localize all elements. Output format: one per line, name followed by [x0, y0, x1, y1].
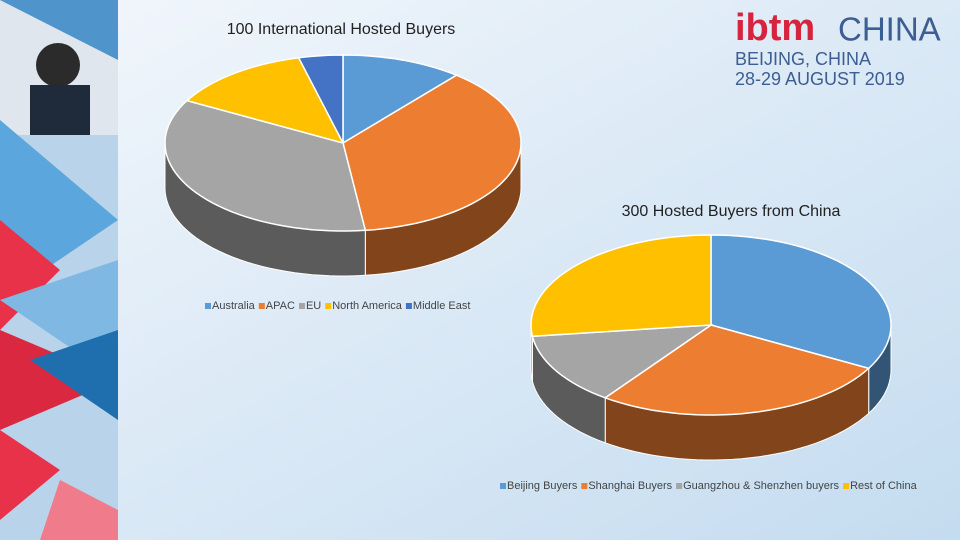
slice — [531, 324, 714, 399]
pie-chart: 300 Hosted Buyers from China Beijing Buye… — [500, 203, 918, 492]
legend-swatch — [258, 303, 265, 309]
legend-swatch — [205, 303, 211, 309]
legend-label: Guangzhou & Shenzhen buyers — [683, 480, 839, 492]
slice — [185, 56, 345, 145]
legend-label: Rest of China — [850, 480, 918, 492]
legend-label: Middle East — [413, 300, 470, 312]
logo-region: CHINA — [838, 11, 941, 48]
slice — [710, 234, 892, 370]
slice — [603, 324, 871, 416]
side-decoration — [0, 0, 118, 540]
logo-city: BEIJING, CHINA — [735, 49, 871, 69]
legend-swatch — [325, 303, 332, 309]
legend-label: Beijing Buyers — [507, 480, 578, 492]
slice — [342, 74, 522, 232]
slice — [530, 234, 712, 338]
legend-label: APAC — [266, 300, 295, 312]
slice — [342, 54, 459, 145]
legend-swatch — [581, 483, 588, 489]
logo-dates: 28-29 AUGUST 2019 — [735, 69, 905, 89]
legend-swatch — [500, 483, 506, 489]
charts: 100 International Hosted Buyers Australia… — [164, 21, 918, 492]
legend-swatch — [298, 303, 305, 309]
legend-swatch — [405, 303, 412, 309]
logo: ibtm CHINA BEIJING, CHINA 28-29 AUGUST 2… — [735, 7, 941, 89]
chart-title: 100 International Hosted Buyers — [227, 21, 456, 38]
legend-label: North America — [332, 300, 403, 312]
logo-brand: ibtm — [735, 7, 815, 49]
legend-swatch — [676, 483, 683, 489]
slice — [164, 99, 367, 232]
pie-chart: 100 International Hosted Buyers Australia… — [164, 21, 522, 312]
legend-swatch — [843, 483, 850, 489]
chart-title: 300 Hosted Buyers from China — [622, 203, 841, 220]
legend-label: Australia — [212, 300, 256, 312]
legend-label: Shanghai Buyers — [588, 480, 672, 492]
slice — [297, 54, 344, 144]
legend-label: EU — [306, 300, 321, 312]
